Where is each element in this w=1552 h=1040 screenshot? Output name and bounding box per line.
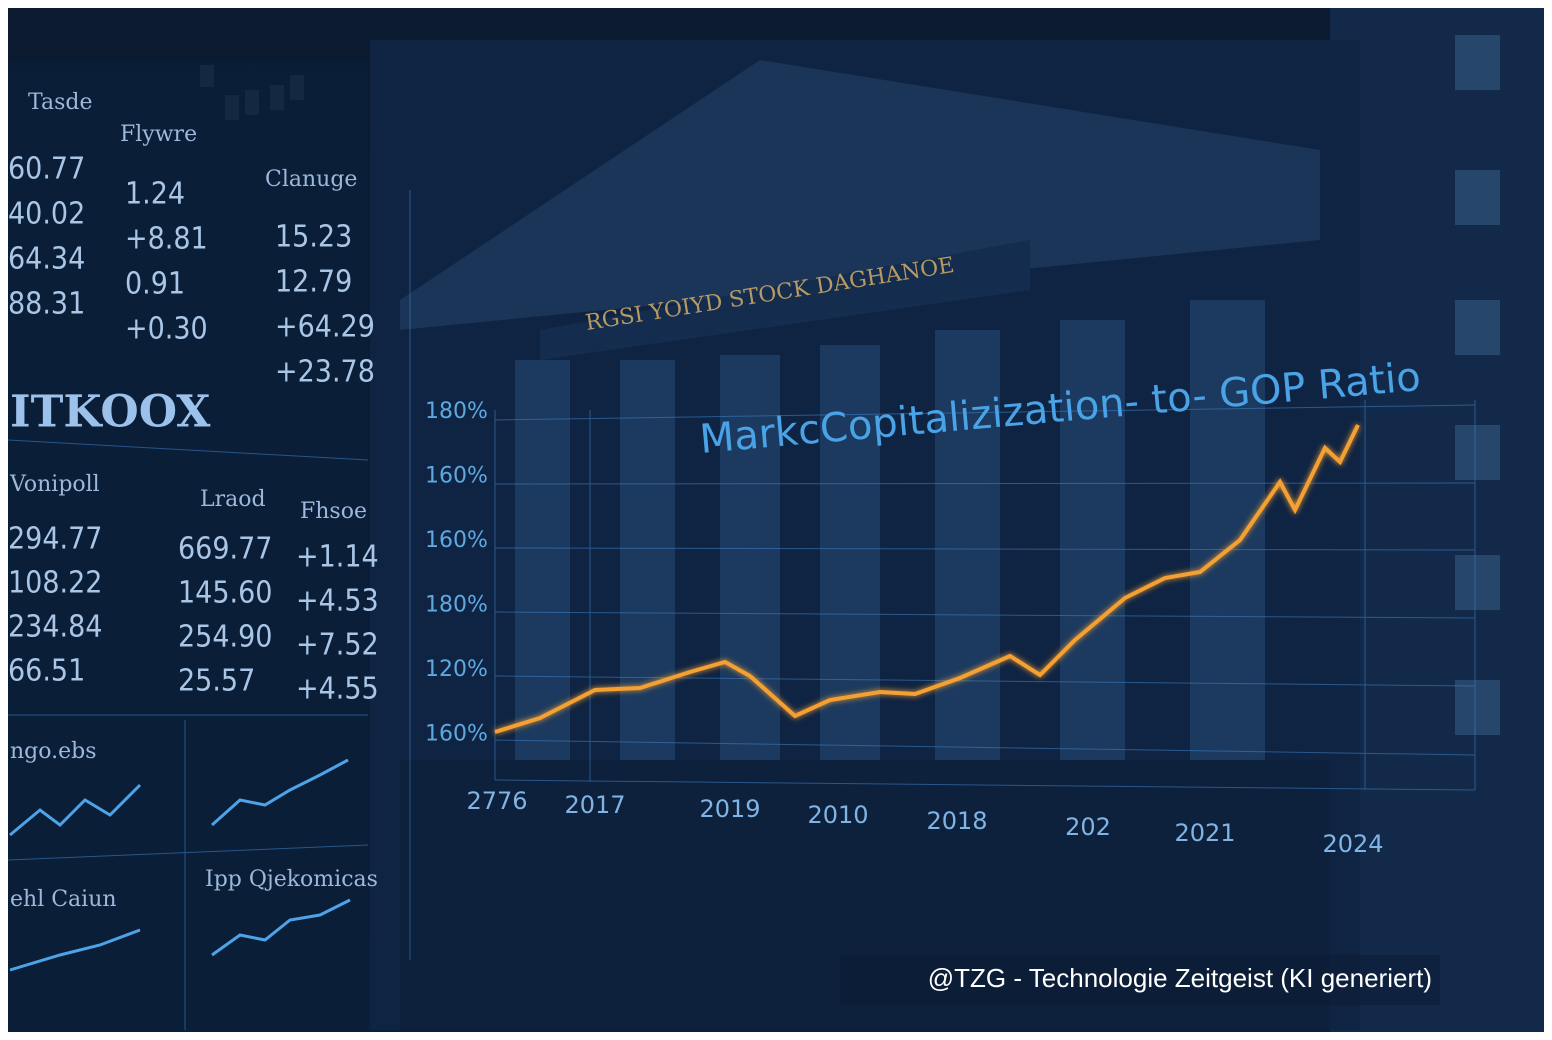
table-header: Flywre xyxy=(120,122,197,147)
table-cell: 108.22 xyxy=(8,566,102,601)
panel-lines xyxy=(7,439,369,1030)
x-label: 2010 xyxy=(807,801,868,829)
x-label: 2021 xyxy=(1174,819,1235,847)
table-header: Vonipoll xyxy=(9,472,100,497)
y-label: 180% xyxy=(425,399,488,424)
table-cell: +4.55 xyxy=(296,672,379,707)
table-cell: 294.77 xyxy=(8,522,102,557)
table-cell: +8.81 xyxy=(125,222,208,257)
table-header: Tasde xyxy=(28,90,92,115)
x-label: 2018 xyxy=(926,807,987,835)
table-cell: +0.30 xyxy=(125,312,208,347)
watermark-bg xyxy=(840,955,1440,1005)
table-cell: 234.84 xyxy=(8,610,102,645)
table-cell: +7.52 xyxy=(296,628,379,663)
table-cell: +1.14 xyxy=(296,540,379,575)
brand: ITKOOX xyxy=(10,387,211,438)
table-cell: 12.79 xyxy=(275,265,352,300)
table-cell: +4.53 xyxy=(296,584,379,619)
y-label: 160% xyxy=(425,528,488,553)
table-cell: +64.29 xyxy=(275,310,375,345)
x-label: 202 xyxy=(1065,813,1111,841)
table-cell: +23.78 xyxy=(275,355,375,390)
mini-chart-label: Ipp Qjekomicas xyxy=(205,867,378,892)
table-header: Clanuge xyxy=(265,167,357,192)
mini-chart-label: ngo.ebs xyxy=(10,739,97,764)
table-cell: 0.91 xyxy=(125,267,185,302)
y-label: 180% xyxy=(425,593,488,618)
ticker-panel xyxy=(8,60,368,1030)
table-cell: 15.23 xyxy=(275,220,352,255)
table-header: Fhsoe xyxy=(300,499,367,524)
building xyxy=(200,8,1544,1032)
table-cell: 66.51 xyxy=(8,654,85,689)
table-cell: 40.02 xyxy=(8,197,85,232)
x-label: 2776 xyxy=(466,787,527,815)
y-label: 120% xyxy=(425,657,488,682)
watermark: @TZG - Technologie Zeitgeist (KI generie… xyxy=(928,963,1432,993)
x-label: 2024 xyxy=(1322,830,1383,858)
mini-chart-label: ehl Caiun xyxy=(10,887,117,912)
table-cell: 1.24 xyxy=(125,177,185,212)
overlay-grid xyxy=(409,190,1476,960)
table-cell: 88.31 xyxy=(8,287,85,322)
y-label: 160% xyxy=(425,722,488,747)
table-cell: 64.34 xyxy=(8,242,85,277)
x-label: 2017 xyxy=(564,791,625,819)
y-label: 160% xyxy=(425,464,488,489)
x-label: 2019 xyxy=(699,795,760,823)
table-cell: 60.77 xyxy=(8,152,85,187)
table-cell: 669.77 xyxy=(178,532,272,567)
table-cell: 145.60 xyxy=(178,576,272,611)
table-header: Lraod xyxy=(200,487,266,512)
table-cell: 25.57 xyxy=(178,664,255,699)
table-cell: 254.90 xyxy=(178,620,272,655)
mini-sparklines xyxy=(9,758,351,972)
ratio-line xyxy=(494,424,1360,734)
